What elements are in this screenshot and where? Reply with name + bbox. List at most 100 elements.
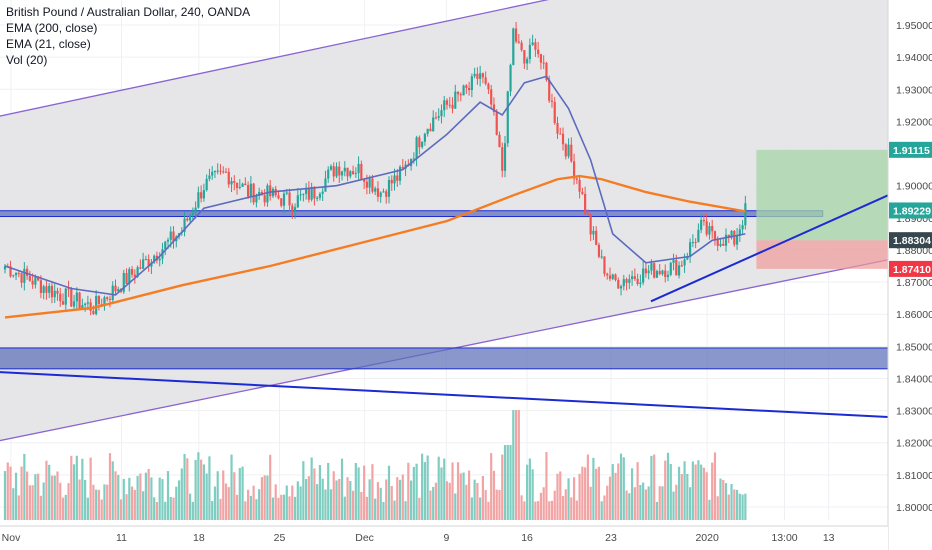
- candle-body: [675, 260, 678, 276]
- time-tick-label: 13:00: [771, 532, 797, 544]
- candle-body: [34, 276, 37, 285]
- candle-body: [492, 104, 496, 112]
- volume-bar: [313, 468, 316, 520]
- candle-body: [75, 292, 78, 302]
- volume-bar: [230, 454, 233, 520]
- candle-body: [578, 179, 581, 192]
- volume-bar: [282, 494, 286, 520]
- volume-bar: [360, 491, 363, 520]
- volume-bar: [133, 489, 136, 520]
- volume-bar: [280, 494, 283, 520]
- price-tick-label: 1.81000: [896, 470, 932, 482]
- volume-bar: [39, 495, 43, 520]
- volume-bar: [89, 457, 92, 520]
- candle-body: [343, 167, 346, 172]
- candle-body: [17, 272, 20, 274]
- candle-body: [484, 77, 487, 84]
- candle-body: [650, 263, 653, 271]
- ema-lines: [4, 75, 746, 319]
- volume-bar: [630, 468, 634, 520]
- volume-bar: [727, 494, 730, 520]
- candle-body: [219, 170, 222, 172]
- candle-body: [481, 73, 485, 78]
- volume-bar: [288, 496, 291, 520]
- candle-body: [374, 188, 377, 192]
- volume-bar: [260, 477, 264, 520]
- volume-bar: [722, 479, 725, 520]
- volume-bar: [451, 462, 454, 520]
- volume-bar: [548, 501, 551, 520]
- candle-body: [716, 239, 719, 246]
- volume-bar: [188, 493, 192, 520]
- volume-bar: [581, 466, 584, 520]
- candle-body: [586, 213, 589, 215]
- price-tick-label: 1.92000: [896, 116, 932, 128]
- candle-body: [387, 179, 391, 197]
- candle-body: [263, 195, 266, 203]
- candle-body: [72, 301, 76, 307]
- volume-bar: [542, 487, 545, 520]
- price-tick-label: 1.82000: [896, 438, 932, 450]
- candle-body: [559, 133, 562, 135]
- candle-body: [545, 62, 548, 80]
- volume-bar: [487, 501, 490, 520]
- trade-box[interactable]: [756, 149, 888, 269]
- volume-bar: [537, 501, 540, 520]
- candle-body: [498, 134, 501, 148]
- volume-bar: [619, 453, 623, 520]
- candle-body: [95, 296, 98, 315]
- volume-bar: [86, 497, 89, 520]
- volume-bar: [219, 498, 222, 520]
- volume-bar: [291, 485, 294, 520]
- time-axis[interactable]: Nov 11 18 25 Dec 9 16 23 2020 13:00 13: [0, 525, 888, 550]
- volume-bar: [744, 493, 747, 520]
- volume-bar: [379, 487, 382, 520]
- candle-body: [332, 166, 335, 177]
- candle-body: [683, 259, 686, 266]
- volume-bar: [136, 475, 139, 520]
- candle-body: [335, 166, 338, 177]
- volume-bar: [34, 474, 37, 520]
- candle-body: [617, 279, 620, 289]
- volume-bar: [23, 453, 26, 520]
- volume-bar: [296, 481, 299, 520]
- volume-bar: [166, 471, 170, 520]
- volume-bar: [106, 484, 109, 520]
- volume-bar: [724, 483, 728, 520]
- candle-body: [188, 214, 192, 221]
- candle-body: [608, 275, 612, 279]
- legend-ema21[interactable]: EMA (21, close): [6, 37, 91, 51]
- volume-bar: [125, 494, 128, 520]
- legend-ema200[interactable]: EMA (200, close): [6, 21, 98, 35]
- candle-body: [661, 270, 664, 275]
- volume-bar: [490, 453, 493, 520]
- volume-bar: [434, 482, 438, 520]
- candle-body: [208, 175, 211, 179]
- volume-bar: [644, 489, 647, 520]
- volume-bar: [393, 500, 396, 520]
- candle-body: [526, 59, 529, 64]
- volume-bar: [227, 487, 230, 520]
- candle-body: [266, 185, 269, 203]
- candle-body: [642, 268, 645, 283]
- volume-bar: [407, 462, 410, 520]
- trendlines[interactable]: [0, 194, 889, 419]
- volume-bar: [100, 499, 103, 520]
- candle-body: [158, 258, 161, 261]
- volume-bar: [462, 472, 465, 520]
- candle-body: [711, 226, 714, 232]
- volume-bar: [277, 497, 280, 520]
- volume-bar: [92, 484, 95, 520]
- volume-bar: [67, 483, 70, 520]
- volume-bar: [528, 458, 531, 520]
- volume-bar: [564, 489, 567, 520]
- candle-body: [78, 292, 81, 309]
- candle-body: [238, 186, 241, 188]
- candle-body: [222, 171, 225, 173]
- candle-body: [429, 128, 432, 132]
- candle-body: [106, 297, 109, 299]
- legend-symbol[interactable]: British Pound / Australian Dollar, 240, …: [6, 5, 251, 19]
- legend-vol[interactable]: Vol (20): [6, 53, 48, 67]
- volume-bar: [423, 462, 426, 520]
